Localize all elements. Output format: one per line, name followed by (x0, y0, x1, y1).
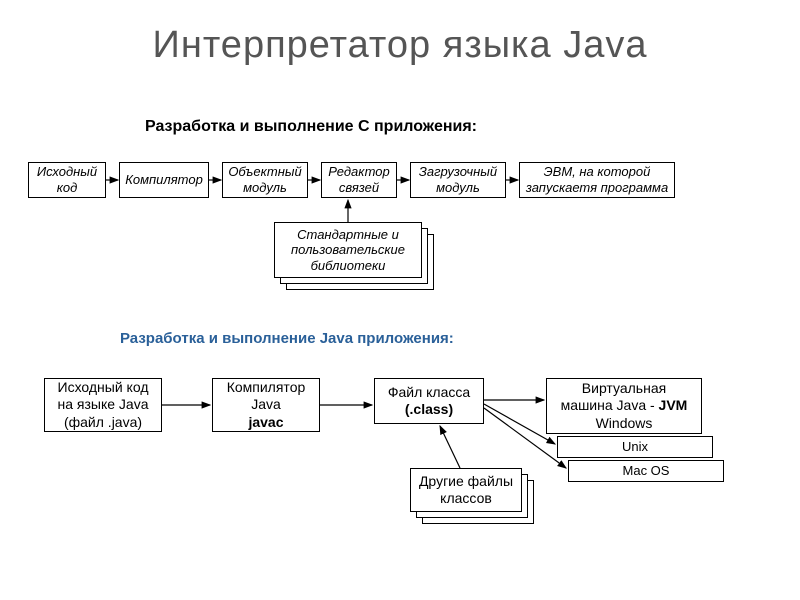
c-box-machine: ЭВМ, на которой запускаетя программа (519, 162, 675, 198)
java-box-compiler: Компилятор Java javac (212, 378, 320, 432)
c-box-compiler: Компилятор (119, 162, 209, 198)
subtitle-c: Разработка и выполнение С приложения: (145, 118, 477, 136)
java-src-line3: (файл .java) (64, 414, 142, 432)
java-box-macos: Mac OS (568, 460, 724, 482)
java-compiler-line2: Java (251, 396, 281, 414)
java-box-other: Другие файлы классов (410, 468, 522, 512)
java-box-src: Исходный код на языке Java (файл .java) (44, 378, 162, 432)
c-box-loader: Загрузочный модуль (410, 162, 506, 198)
c-box-obj: Объектный модуль (222, 162, 308, 198)
java-box-jvm: Виртуальная машина Java - JVM Windows (546, 378, 702, 434)
c-box-linker: Редактор связей (321, 162, 397, 198)
java-class-line2: (.class) (405, 401, 453, 419)
java-box-unix: Unix (557, 436, 713, 458)
java-jvm-line3: Windows (596, 415, 653, 433)
subtitle-java: Разработка и выполнение Java приложения: (120, 330, 454, 347)
java-src-line2: на языке Java (58, 396, 149, 414)
java-box-classfile: Файл класса (.class) (374, 378, 484, 424)
c-box-src: Исходный код (28, 162, 106, 198)
slide-title: Интерпретатор языка Java (0, 0, 800, 67)
java-compiler-line1: Компилятор (227, 379, 306, 397)
c-box-libs: Стандартные и пользовательские библиотек… (274, 222, 422, 278)
java-src-line1: Исходный код (58, 379, 149, 397)
java-class-line1: Файл класса (388, 384, 470, 402)
java-jvm-line1: Виртуальная (582, 380, 666, 398)
java-compiler-line3: javac (248, 414, 283, 432)
arrows-layer (0, 0, 800, 600)
java-jvm-line2: машина Java - JVM (561, 397, 688, 415)
